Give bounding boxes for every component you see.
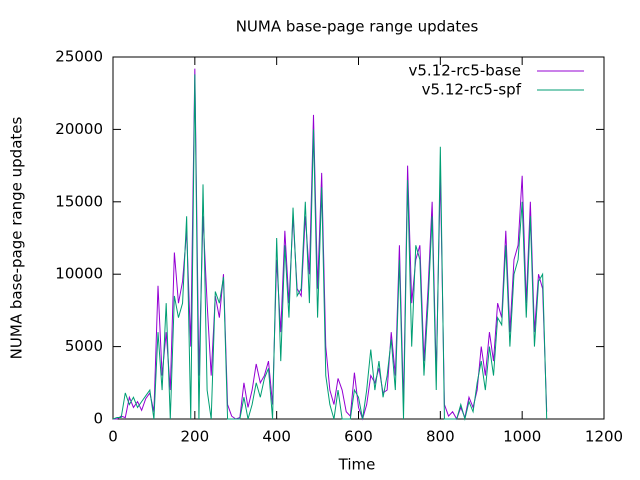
legend-label: v5.12-rc5-base xyxy=(409,62,522,80)
x-tick-label: 800 xyxy=(426,428,455,446)
x-axis-label: Time xyxy=(338,456,376,474)
y-tick-label: 0 xyxy=(93,410,103,428)
y-axis-label: NUMA base-page range updates xyxy=(8,117,26,360)
x-tick-label: 1200 xyxy=(585,428,623,446)
y-tick-label: 10000 xyxy=(55,265,103,283)
y-tick-label: 25000 xyxy=(55,48,103,66)
y-tick-label: 15000 xyxy=(55,192,103,210)
legend-label: v5.12-rc5-spf xyxy=(422,81,522,99)
y-tick-label: 20000 xyxy=(55,120,103,138)
y-tick-label: 5000 xyxy=(65,337,103,355)
x-tick-label: 1000 xyxy=(503,428,541,446)
x-tick-label: 200 xyxy=(181,428,210,446)
x-tick-label: 600 xyxy=(344,428,373,446)
chart-title: NUMA base-page range updates xyxy=(236,18,479,36)
x-tick-label: 400 xyxy=(262,428,291,446)
series-line xyxy=(112,74,548,421)
x-tick-label: 0 xyxy=(108,428,118,446)
